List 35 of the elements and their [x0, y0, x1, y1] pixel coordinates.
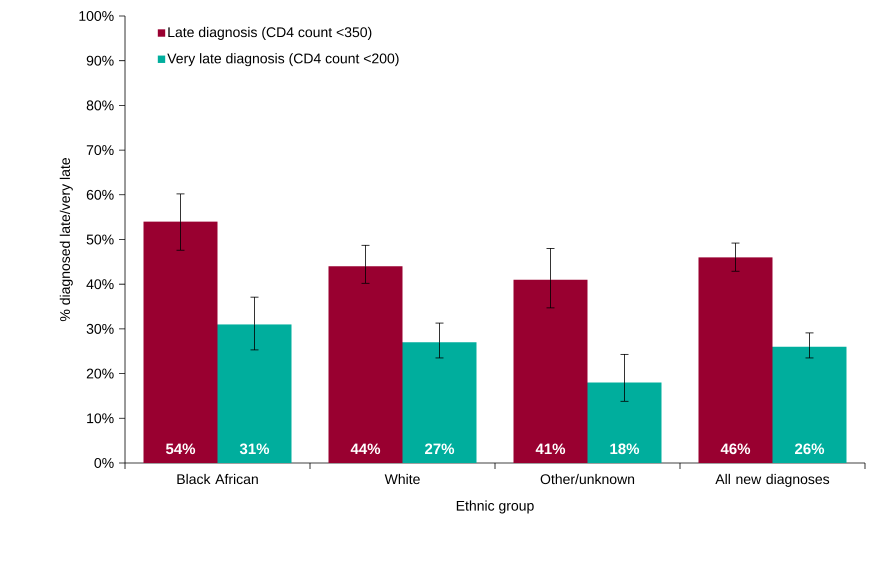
y-tick-label: 40%: [86, 279, 114, 290]
y-tick-label: 20%: [86, 368, 114, 379]
y-axis-title: % diagnosed late/very late: [60, 158, 73, 322]
x-tick-label: Black African: [177, 474, 258, 484]
y-tick-label: 80%: [86, 100, 114, 110]
bar: [698, 257, 772, 463]
data-label: 26%: [795, 443, 824, 454]
bar: [588, 382, 662, 463]
data-label: 44%: [350, 444, 380, 454]
y-tick-label: 70%: [86, 145, 114, 156]
data-label: 41%: [536, 444, 566, 454]
x-tick-label: All new diagnoses: [715, 474, 830, 487]
x-tick-label: Other/unknown: [540, 474, 634, 484]
y-tick-label: 30%: [86, 324, 114, 334]
y-tick-label: 10%: [87, 413, 114, 424]
bar: [144, 222, 218, 463]
y-tick-label: 60%: [86, 190, 114, 200]
bar: [514, 280, 588, 463]
data-label: 46%: [720, 443, 750, 454]
data-label: 31%: [240, 443, 270, 454]
legend-label: Very late diagnosis (CD4 count <200): [167, 53, 399, 66]
y-tick-label: 100%: [79, 11, 114, 21]
legend-label: Late diagnosis (CD4 count <350): [168, 26, 372, 40]
x-axis-title: Ethnic group: [456, 500, 534, 514]
data-label: 27%: [425, 444, 454, 454]
bar: [402, 342, 476, 463]
y-tick-label: 50%: [86, 234, 114, 244]
y-tick-label: 0%: [94, 458, 114, 468]
bar: [218, 324, 292, 463]
x-tick-label: White: [384, 474, 420, 484]
data-label: 54%: [166, 444, 196, 454]
bar: [328, 266, 403, 463]
data-label: 18%: [610, 443, 640, 454]
bar: [772, 346, 846, 463]
y-tick-label: 90%: [86, 56, 114, 66]
